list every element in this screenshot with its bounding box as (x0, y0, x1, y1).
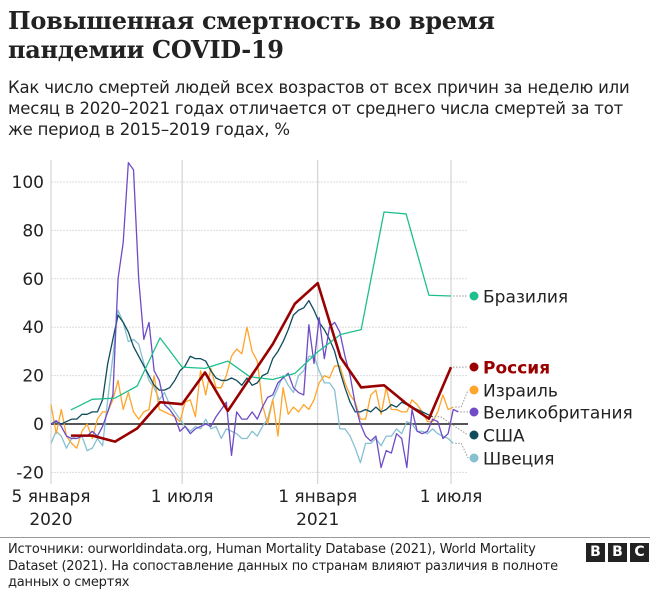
legend-marker (469, 430, 479, 440)
legend-marker (469, 385, 479, 395)
x-gridlines (50, 160, 452, 484)
y-tick-label: 40 (22, 318, 44, 338)
y-axis-ticks: -20 0 20 40 60 80 100 (12, 173, 44, 483)
series-line-Швеция (50, 309, 454, 464)
legend-label: Швеция (483, 450, 555, 470)
series-line-США (50, 299, 433, 425)
x-tick-label: 5 января (11, 487, 90, 507)
y-tick-label: 60 (22, 270, 44, 290)
x-tick-year: 2021 (296, 510, 339, 530)
legend-marker (469, 362, 479, 372)
chart-title: Повышенная смертность во время пандемии … (8, 6, 495, 64)
logo-letter: B (586, 543, 605, 562)
x-tick-year: 2020 (29, 510, 72, 530)
bbc-logo: B B C (586, 543, 649, 562)
series-lines (50, 161, 459, 469)
legend-label: Россия (483, 359, 550, 379)
x-tick-label: 1 января (278, 487, 357, 507)
legend-marker (469, 453, 479, 463)
source-note: Источники: ourworldindata.org, Human Mor… (8, 542, 558, 590)
y-tick-label: 100 (12, 173, 44, 193)
y-tick-label: -20 (16, 463, 44, 483)
chart-subtitle: Как число смертей людей всех возрастов о… (8, 78, 630, 139)
legend-label: Бразилия (483, 288, 568, 308)
series-line-Великобритания (50, 161, 459, 469)
series-line-Россия (70, 281, 453, 443)
logo-letter: C (630, 543, 649, 562)
legend-connector (455, 442, 469, 459)
legend-label: США (483, 427, 525, 447)
logo-letter: B (608, 543, 627, 562)
y-tick-label: 80 (22, 221, 44, 241)
series-line-Бразилия (70, 211, 452, 411)
legend-label: Израиль (483, 382, 558, 402)
y-tick-label: 20 (22, 367, 44, 387)
line-chart: -20 0 20 40 60 80 100 5 января 2020 1 июля 1 янва… (11, 160, 633, 530)
legend-marker (469, 407, 479, 417)
legend-label: Великобритания (483, 404, 633, 424)
gridlines (51, 181, 468, 473)
x-tick-label: 1 июля (151, 487, 214, 507)
x-tick-label: 1 июля (420, 487, 483, 507)
legend-connector (455, 389, 469, 408)
y-tick-label: 0 (33, 415, 44, 435)
legend-connector (434, 416, 469, 436)
x-axis-ticks: 5 января 2020 1 июля 1 января 2021 1 июля (11, 487, 482, 530)
footer-divider (0, 537, 650, 538)
legend-marker (469, 291, 479, 301)
